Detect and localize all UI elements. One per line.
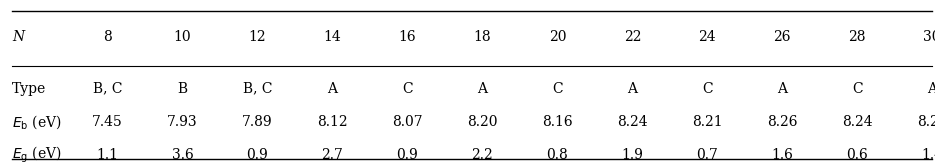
Text: 8.24: 8.24 <box>842 115 872 129</box>
Text: 16: 16 <box>398 30 416 44</box>
Text: A: A <box>478 82 487 96</box>
Text: 12: 12 <box>249 30 266 44</box>
Text: 2.7: 2.7 <box>322 148 343 162</box>
Text: 10: 10 <box>174 30 192 44</box>
Text: 8.12: 8.12 <box>317 115 348 129</box>
Text: 18: 18 <box>473 30 491 44</box>
Text: A: A <box>928 82 935 96</box>
Text: N: N <box>12 30 24 44</box>
Text: 1.1: 1.1 <box>96 148 119 162</box>
Text: 0.6: 0.6 <box>846 148 868 162</box>
Text: 8.07: 8.07 <box>392 115 423 129</box>
Text: 8.26: 8.26 <box>767 115 798 129</box>
Text: 8: 8 <box>103 30 112 44</box>
Text: C: C <box>702 82 712 96</box>
Text: 22: 22 <box>624 30 641 44</box>
Text: 3.6: 3.6 <box>172 148 194 162</box>
Text: 8.20: 8.20 <box>468 115 497 129</box>
Text: 1.9: 1.9 <box>622 148 643 162</box>
Text: 20: 20 <box>549 30 566 44</box>
Text: 26: 26 <box>773 30 791 44</box>
Text: B, C: B, C <box>243 82 272 96</box>
Text: 7.45: 7.45 <box>93 115 122 129</box>
Text: 1.4: 1.4 <box>921 148 935 162</box>
Text: 7.89: 7.89 <box>242 115 273 129</box>
Text: 0.9: 0.9 <box>247 148 268 162</box>
Text: 7.93: 7.93 <box>167 115 198 129</box>
Text: A: A <box>627 82 638 96</box>
Text: B: B <box>178 82 188 96</box>
Text: 8.27: 8.27 <box>917 115 935 129</box>
Text: C: C <box>852 82 863 96</box>
Text: 0.8: 0.8 <box>546 148 568 162</box>
Text: 8.24: 8.24 <box>617 115 648 129</box>
Text: 30: 30 <box>924 30 935 44</box>
Text: $\mathit{E}_{\mathrm{g}}$ (eV): $\mathit{E}_{\mathrm{g}}$ (eV) <box>12 145 62 164</box>
Text: 1.6: 1.6 <box>771 148 793 162</box>
Text: C: C <box>552 82 563 96</box>
Text: $\mathit{E}_{\mathrm{b}}$ (eV): $\mathit{E}_{\mathrm{b}}$ (eV) <box>12 113 62 131</box>
Text: Type: Type <box>12 82 47 96</box>
Text: 8.16: 8.16 <box>542 115 572 129</box>
Text: A: A <box>777 82 787 96</box>
Text: 8.21: 8.21 <box>692 115 723 129</box>
Text: C: C <box>402 82 412 96</box>
Text: 2.2: 2.2 <box>471 148 494 162</box>
Text: B, C: B, C <box>93 82 122 96</box>
Text: 14: 14 <box>324 30 341 44</box>
Text: 0.7: 0.7 <box>697 148 718 162</box>
Text: 24: 24 <box>698 30 716 44</box>
Text: 0.9: 0.9 <box>396 148 418 162</box>
Text: A: A <box>327 82 338 96</box>
Text: 28: 28 <box>848 30 866 44</box>
